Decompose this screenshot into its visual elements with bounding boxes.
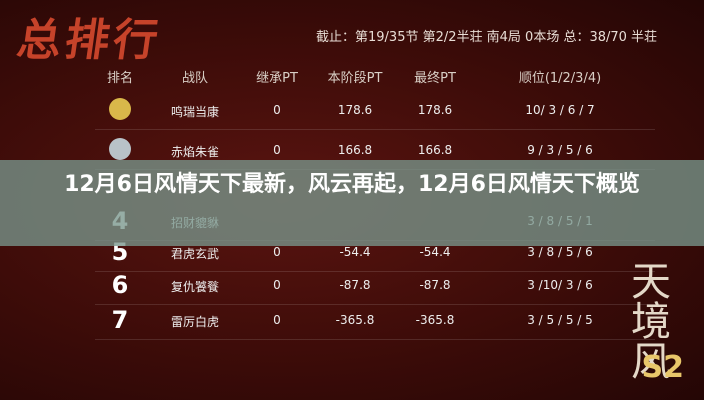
inherit: 0 [273,245,281,259]
stage: 166.8 [337,143,373,157]
stage: -365.8 [335,313,375,327]
column-header: 继承PT [256,71,298,86]
row-divider [95,129,655,130]
column-header: 最终PT [414,71,456,86]
order: 3 / 5 / 5 / 5 [527,313,593,327]
final: 178.6 [417,103,453,117]
banner [0,160,704,246]
final: -87.8 [419,278,451,292]
row-divider [95,271,655,272]
team: 复仇饕餮 [170,280,220,294]
column-header: 顺位(1/2/3/4) [518,71,602,86]
team: 君虎玄武 [170,247,220,261]
column-header: 本阶段PT [327,71,383,86]
inherit: 0 [273,103,281,117]
inherit: 0 [273,313,281,327]
order: 3 / 8 / 5 / 6 [527,245,593,259]
logo: 总排行 [13,15,165,66]
inherit: 0 [273,278,281,292]
column-header: 战队 [181,71,209,86]
stage: -87.8 [339,278,371,292]
rank: 7 [111,306,129,334]
medal [109,138,131,160]
order: 9 / 3 / 5 / 6 [527,143,593,157]
order: 3 /10/ 3 / 6 [527,278,593,292]
final: -54.4 [419,245,451,259]
row-divider [95,339,655,340]
row-divider [95,304,655,305]
status: 截止：第19/35节 第2/2半荘 南4局 0本场 总：38/70 半荘 [316,30,658,45]
rank: 6 [111,271,129,299]
inherit: 0 [273,143,281,157]
order: 10/ 3 / 6 / 7 [525,103,595,117]
stage: 178.6 [337,103,373,117]
final: -365.8 [415,313,455,327]
stage: -54.4 [339,245,371,259]
team: 雷厉白虎 [170,315,220,329]
corner-tag: S2 [641,350,684,385]
medal [109,98,131,120]
corner-logo: 天境风 [631,259,671,385]
team: 鸣瑞当康 [170,105,220,119]
column-header: 排名 [106,71,134,86]
team: 赤焰朱雀 [170,145,220,159]
final: 166.8 [417,143,453,157]
banner-title: 12月6日风情天下最新，风云再起，12月6日风情天下概览 [64,172,640,197]
